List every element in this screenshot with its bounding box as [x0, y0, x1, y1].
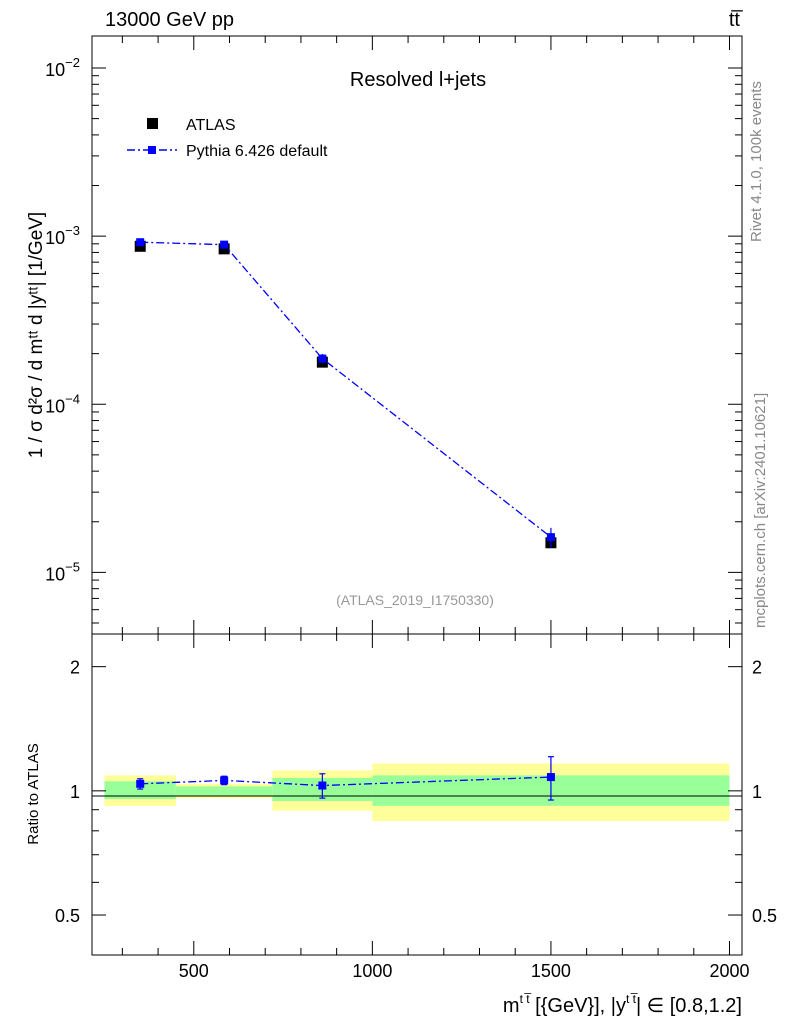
ratio-pythia-point	[220, 776, 229, 785]
pythia-point	[318, 354, 327, 363]
main-y-tick-mantissa: 10	[45, 396, 65, 416]
main-y-tick-label: 10−5	[45, 559, 80, 584]
ratio-y-axis-label: Ratio to ATLAS	[25, 743, 42, 844]
process-label: tt̅	[729, 9, 743, 31]
main-panel: Resolved l+jets (ATLAS_2019_I1750330) AT…	[26, 35, 743, 635]
chart-title: Resolved l+jets	[350, 69, 486, 91]
x-tick-label: 1500	[531, 961, 571, 981]
ratio-y-tick-label-right: 1	[752, 782, 762, 802]
atlas-point	[218, 243, 230, 255]
main-y-tick-label: 10−3	[45, 223, 80, 248]
ratio-pythia-point	[546, 773, 555, 782]
ratio-panel: 0.5 0.5 1 1 2 2 500 1000 1500 2000 Ratio to ATLAS…	[25, 633, 777, 1017]
main-y-tick-label: 10−4	[45, 391, 80, 416]
x-label-unit: [{GeV}], |y	[530, 995, 626, 1017]
ratio-band-inner	[104, 781, 176, 800]
ratio-y-tick-label: 1	[70, 782, 80, 802]
main-y-tick-exponent: −5	[65, 559, 80, 574]
ratio-y-tick-label: 2	[70, 658, 80, 678]
x-axis-label: mt t̅ [{GeV}], |yt t̅| ∈ [0.8,1.2]	[503, 992, 742, 1017]
main-y-tick-label: 10−2	[45, 55, 80, 80]
pythia-point	[546, 533, 555, 542]
energy-label: 13000 GeV pp	[105, 9, 234, 31]
main-y-tick-mantissa: 10	[45, 228, 65, 248]
main-y-tick-exponent: −3	[65, 223, 80, 238]
rivet-label: Rivet 4.1.0, 100k events	[748, 81, 765, 242]
x-label-range: | ∈ [0.8,1.2]	[636, 995, 742, 1017]
header: 13000 GeV pp tt̅	[105, 9, 743, 31]
legend-marker-pythia	[148, 146, 156, 154]
legend-label-atlas: ATLAS	[186, 117, 236, 134]
pythia-point	[136, 238, 145, 247]
mcplots-label: mcplots.cern.ch [arXiv:2401.10621]	[752, 393, 769, 628]
atlas-point	[134, 240, 146, 252]
ratio-pythia-line	[140, 776, 551, 787]
legend: ATLAS Pythia 6.426 default	[127, 117, 328, 160]
pythia-point	[220, 240, 229, 249]
ratio-y-tick-label: 0.5	[55, 906, 80, 926]
ratio-y-tick-label-right: 2	[752, 658, 762, 678]
ratio-frame	[91, 633, 743, 956]
pythia-line	[140, 241, 552, 538]
analysis-id: (ATLAS_2019_I1750330)	[336, 592, 494, 608]
legend-label-pythia: Pythia 6.426 default	[186, 143, 328, 160]
main-y-tick-mantissa: 10	[45, 60, 65, 80]
legend-marker-atlas	[147, 118, 158, 129]
main-y-tick-exponent: −2	[65, 55, 80, 70]
main-y-axis-label: 1 / σ d²σ / d mᵗᵗ d |yᵗᵗ| [1/GeV]	[26, 212, 47, 458]
ratio-pythia-point	[318, 781, 327, 790]
ratio-band-inner	[175, 786, 273, 796]
x-label-m-sup: t t̅	[520, 992, 532, 1006]
x-tick-label: 500	[179, 961, 209, 981]
x-tick-label: 2000	[709, 961, 749, 981]
main-y-tick-mantissa: 10	[45, 564, 65, 584]
x-label-m: m	[503, 995, 520, 1017]
ratio-pythia-point	[136, 779, 145, 788]
ratio-y-tick-label-right: 0.5	[752, 906, 777, 926]
x-label-y-sup: t t̅	[626, 992, 638, 1006]
main-y-tick-exponent: −4	[65, 391, 80, 406]
x-tick-label: 1000	[352, 961, 392, 981]
